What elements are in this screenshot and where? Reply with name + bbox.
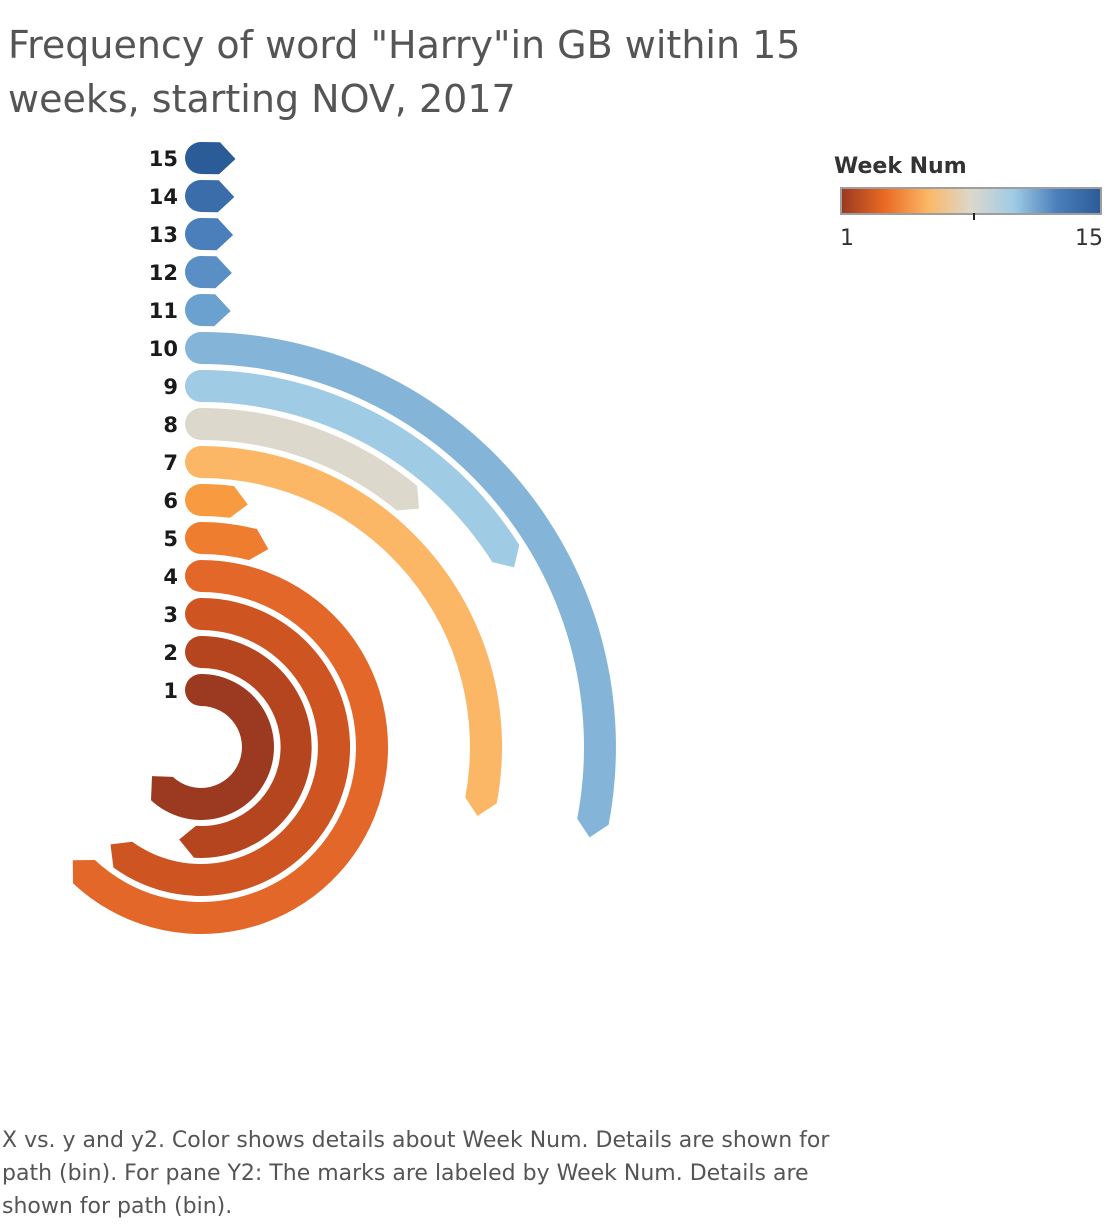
legend-midpoint-tick bbox=[973, 213, 975, 220]
week-5-label: 5 bbox=[163, 527, 178, 551]
legend-max-label: 15 bbox=[1075, 226, 1103, 251]
week-7-bar bbox=[185, 446, 503, 816]
week-5-bar bbox=[185, 522, 269, 561]
week-3-label: 3 bbox=[163, 603, 178, 627]
week-11-bar bbox=[185, 293, 231, 327]
chart-caption: X vs. y and y2. Color shows details abou… bbox=[2, 1128, 830, 1219]
week-14-bar bbox=[185, 180, 235, 213]
week-1-bar bbox=[151, 674, 274, 820]
legend-title: Week Num bbox=[834, 154, 967, 179]
week-2-bar bbox=[179, 636, 312, 858]
chart-title: Frequency of word "Harry"in GB within 15… bbox=[8, 23, 801, 121]
week-9-label: 9 bbox=[163, 375, 178, 399]
week-6-label: 6 bbox=[163, 489, 178, 513]
week-13-label: 13 bbox=[149, 223, 178, 247]
week-8-bar bbox=[185, 407, 419, 511]
week-15-bar bbox=[185, 142, 236, 175]
week-3-bar bbox=[110, 598, 351, 897]
week-12-bar bbox=[185, 255, 232, 289]
week-9-bar bbox=[185, 370, 520, 568]
week-4-label: 4 bbox=[163, 565, 178, 589]
week-1-label: 1 bbox=[163, 679, 178, 703]
week-11-label: 11 bbox=[149, 299, 178, 323]
week-14-label: 14 bbox=[149, 185, 178, 209]
week-6-bar bbox=[185, 484, 248, 518]
week-12-label: 12 bbox=[149, 261, 178, 285]
week-7-label: 7 bbox=[163, 451, 178, 475]
bars-layer bbox=[72, 142, 616, 934]
legend-min-label: 1 bbox=[840, 226, 854, 251]
week-4-bar bbox=[72, 560, 389, 934]
week-10-label: 10 bbox=[149, 337, 178, 361]
legend-gradient-bar bbox=[840, 187, 1102, 215]
color-legend: Week Num 1 15 bbox=[834, 152, 1109, 262]
week-2-label: 2 bbox=[163, 641, 178, 665]
week-13-bar bbox=[185, 218, 234, 251]
week-15-label: 15 bbox=[149, 147, 178, 171]
week-8-label: 8 bbox=[163, 413, 178, 437]
